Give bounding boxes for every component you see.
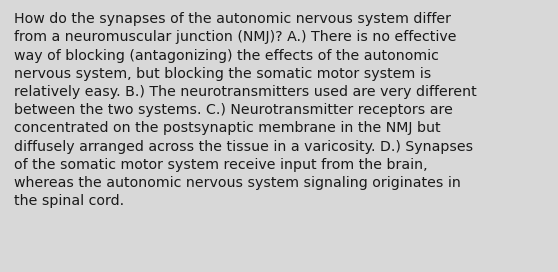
Text: How do the synapses of the autonomic nervous system differ
from a neuromuscular : How do the synapses of the autonomic ner… bbox=[14, 12, 477, 208]
